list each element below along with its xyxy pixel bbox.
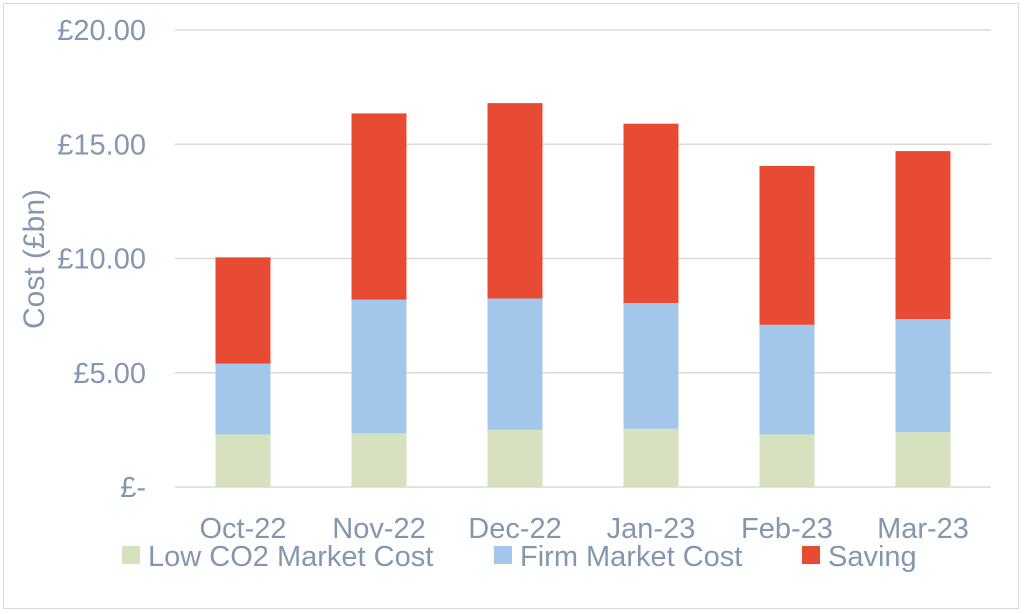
- bar-segment-saving: [487, 103, 543, 299]
- gridlines: [175, 29, 991, 488]
- bar-segment-saving: [351, 113, 407, 300]
- x-axis-ticks: Oct-22 Nov-22 Dec-22 Jan-23 Feb-23 Mar-23: [199, 513, 968, 545]
- bar-segment-firm-market-cost: [215, 363, 271, 435]
- bar-segment-low-co2-market-cost: [487, 429, 543, 487]
- y-tick-label: £-: [120, 472, 146, 504]
- bar-segment-saving: [895, 151, 951, 320]
- bars: [215, 103, 951, 487]
- legend-label: Saving: [828, 541, 917, 573]
- legend-swatch: [122, 546, 140, 564]
- y-tick-label: £20.00: [57, 15, 146, 47]
- y-axis-ticks: £- £5.00 £10.00 £15.00 £20.00: [57, 15, 146, 504]
- x-tick-label: Feb-23: [741, 513, 833, 545]
- legend-swatch: [802, 546, 820, 564]
- bar-segment-firm-market-cost: [351, 299, 407, 434]
- bar-segment-saving: [623, 123, 679, 304]
- bar-segment-saving: [759, 165, 815, 325]
- x-tick-label: Nov-22: [332, 513, 426, 545]
- legend-swatch: [494, 546, 512, 564]
- x-tick-label: Jan-23: [607, 513, 696, 545]
- y-tick-label: £10.00: [57, 244, 146, 276]
- x-tick-label: Dec-22: [468, 513, 562, 545]
- y-axis-label: Cost (£bn): [18, 189, 51, 329]
- bar-segment-low-co2-market-cost: [895, 432, 951, 487]
- bar-segment-firm-market-cost: [759, 324, 815, 435]
- x-tick-label: Mar-23: [877, 513, 969, 545]
- legend-label: Low CO2 Market Cost: [148, 541, 433, 573]
- legend-label: Firm Market Cost: [520, 541, 742, 573]
- y-tick-label: £15.00: [57, 129, 146, 161]
- bar-segment-low-co2-market-cost: [215, 434, 271, 487]
- bar-segment-low-co2-market-cost: [351, 433, 407, 487]
- y-tick-label: £5.00: [73, 358, 146, 390]
- bar-segment-saving: [215, 257, 271, 364]
- bar-segment-low-co2-market-cost: [623, 428, 679, 487]
- bar-segment-firm-market-cost: [623, 303, 679, 429]
- x-tick-label: Oct-22: [199, 513, 286, 545]
- legend: Low CO2 Market Cost Firm Market Cost Savin…: [122, 541, 917, 573]
- bar-segment-firm-market-cost: [487, 298, 543, 430]
- bar-segment-firm-market-cost: [895, 319, 951, 433]
- bar-segment-low-co2-market-cost: [759, 434, 815, 487]
